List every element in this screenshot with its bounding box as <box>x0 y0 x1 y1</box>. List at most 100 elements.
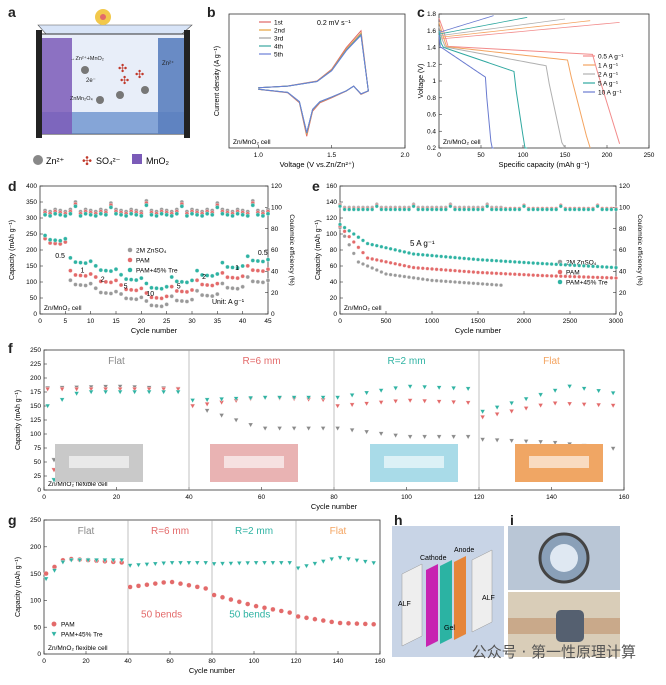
capacity-point <box>276 395 283 401</box>
ce-point <box>356 207 361 212</box>
x-tick-label: 25 <box>163 318 171 325</box>
capacity-point <box>102 389 109 395</box>
capacity-point <box>462 256 467 261</box>
capacity-point <box>230 265 235 270</box>
cell-annotation: Zn/MnO₂ flexible cell <box>48 481 108 488</box>
capacity-point <box>154 286 159 291</box>
capacity-point <box>356 235 361 240</box>
capacity-point <box>430 267 434 271</box>
capacity-point <box>349 393 355 398</box>
section-label: R=2 mm <box>235 526 273 537</box>
capacity-point <box>42 233 48 238</box>
capacity-point <box>471 257 476 262</box>
ce-point <box>577 207 582 212</box>
capacity-point <box>189 297 195 302</box>
y-tick-label: 80 <box>330 247 338 254</box>
capacity-point <box>479 409 486 415</box>
x-tick-label: 1.0 <box>254 152 263 159</box>
capacity-point <box>144 281 149 286</box>
capacity-point <box>411 265 416 270</box>
capacity-point <box>537 439 544 445</box>
ce-point <box>129 211 134 216</box>
capacity-point <box>600 275 605 280</box>
capacity-point <box>194 288 200 293</box>
ce-point <box>83 211 88 216</box>
capacity-point <box>370 257 375 261</box>
y-tick-label: 350 <box>26 199 37 206</box>
zn-label-right: Zn²⁺ <box>162 60 174 67</box>
y-tick-label: 150 <box>30 403 41 410</box>
capacity-point <box>265 257 271 262</box>
capacity-point <box>164 294 169 299</box>
capacity-point <box>384 272 388 276</box>
capacity-point <box>134 277 139 283</box>
capacity-point <box>457 256 462 260</box>
x-tick-label: 200 <box>602 152 613 159</box>
ce-point <box>230 213 235 219</box>
rate-label: 0.5 <box>258 250 268 257</box>
capacity-point <box>58 238 63 243</box>
capacity-point <box>494 412 500 417</box>
y2-tick-label: 60 <box>619 247 627 254</box>
capacity-point <box>581 274 586 279</box>
capacity-point <box>98 290 103 295</box>
capacity-point <box>110 558 116 563</box>
capacity-point <box>78 282 83 288</box>
ce-point <box>572 207 577 212</box>
capacity-point <box>503 271 508 276</box>
capacity-point <box>480 257 485 262</box>
capacity-point <box>117 384 123 390</box>
alf-right-label: ALF <box>482 595 495 602</box>
capacity-point <box>522 260 526 265</box>
capacity-point <box>407 275 411 280</box>
panel-f-label: f <box>8 340 13 356</box>
capacity-point <box>471 281 476 286</box>
capacity-point <box>159 304 164 309</box>
capacity-point <box>393 247 398 252</box>
ce-point <box>462 207 467 212</box>
ce-point <box>215 205 220 210</box>
y-tick-label: 1 <box>432 78 436 85</box>
capacity-point <box>563 262 568 267</box>
capacity-point <box>549 262 554 267</box>
capacity-point <box>476 270 480 275</box>
panel-b: b 1.0 1.5 2.0 Voltage (V vs.Zn/Zn²⁺) Current… <box>205 0 415 178</box>
panel-g: g 0 20 40 60 80 100 120 140 160 0 50 100 150 200 250 Cy… <box>0 512 390 680</box>
capacity-point <box>577 263 582 268</box>
capacity-point <box>494 271 499 276</box>
legend-label: 0.5 A g⁻¹ <box>598 54 624 61</box>
capacity-point <box>508 438 515 444</box>
capacity-point <box>312 616 318 622</box>
y-tick-label: 120 <box>326 215 337 222</box>
capacity-point <box>523 406 529 412</box>
capacity-point <box>131 389 138 395</box>
ce-point <box>47 213 53 219</box>
capacity-point <box>199 292 205 298</box>
x-tick-label: 35 <box>214 318 222 325</box>
capacity-point <box>245 560 251 566</box>
capacity-point <box>225 275 230 280</box>
y-tick-label: 125 <box>30 417 41 424</box>
y-tick-label: 1.2 <box>427 61 436 68</box>
capacity-point <box>614 265 618 270</box>
capacity-point <box>362 559 368 565</box>
x-tick-label: 80 <box>208 658 216 665</box>
legend-marker <box>127 267 133 273</box>
capacity-point <box>572 263 577 268</box>
capacity-point <box>189 403 196 409</box>
capacity-point <box>218 397 225 402</box>
legend-label: PAM <box>136 258 150 265</box>
capacity-point <box>295 566 301 571</box>
capacity-point <box>88 387 94 392</box>
y-axis-label: Voltage (V) <box>418 64 425 99</box>
battery-schematic: ✣ ✣ ✣ →Zn²⁺+MnO₂ ZnMn₂O₄ 2e⁻ Zn²⁺ Zn²⁺ ✣… <box>33 9 193 168</box>
capacity-point <box>186 582 192 588</box>
capacity-point <box>161 579 167 586</box>
x-tick-label: 10 <box>87 318 95 325</box>
capacity-point <box>342 229 347 234</box>
capacity-point <box>465 386 471 392</box>
capacity-point <box>517 272 522 277</box>
capacity-point <box>436 385 442 391</box>
capacity-point <box>436 399 442 405</box>
x-tick-label: 1500 <box>471 318 486 325</box>
